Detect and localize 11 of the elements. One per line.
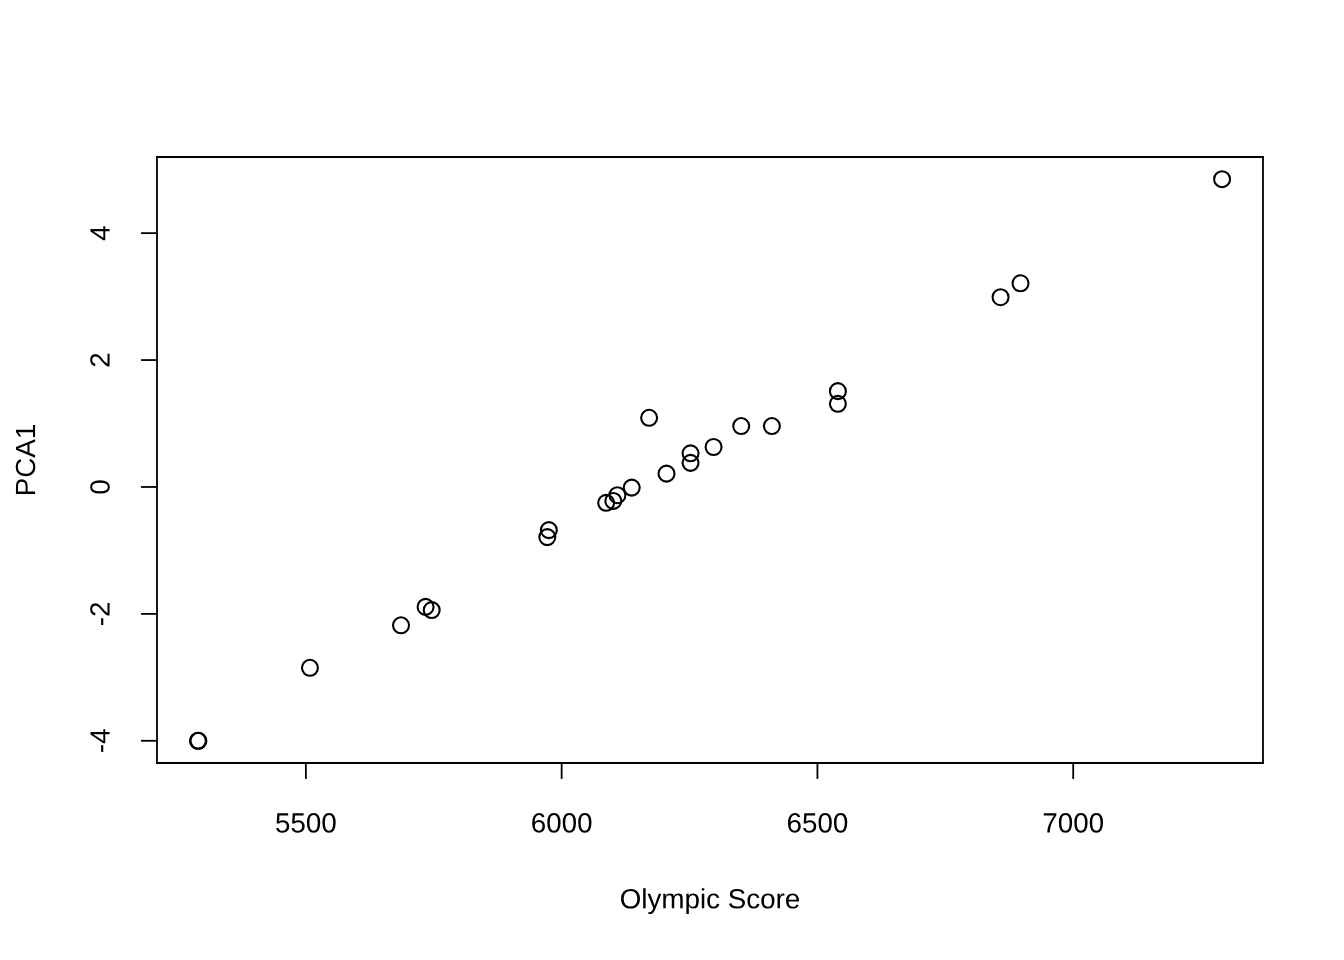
y-tick-label: 0 (90, 480, 110, 494)
x-tick-label: 6000 (532, 813, 592, 833)
y-tick-label: 2 (90, 353, 110, 367)
x-axis-title: Olympic Score (621, 888, 800, 915)
y-tick-label: 4 (90, 226, 110, 241)
y-tick-label: -4 (90, 729, 110, 752)
y-tick-label: -2 (90, 602, 110, 625)
x-tick-label: 5500 (276, 813, 336, 833)
y-axis-title: PCA1 (15, 425, 36, 494)
x-tick-label: 6500 (787, 813, 848, 833)
x-tick-label: 7000 (1043, 813, 1104, 833)
